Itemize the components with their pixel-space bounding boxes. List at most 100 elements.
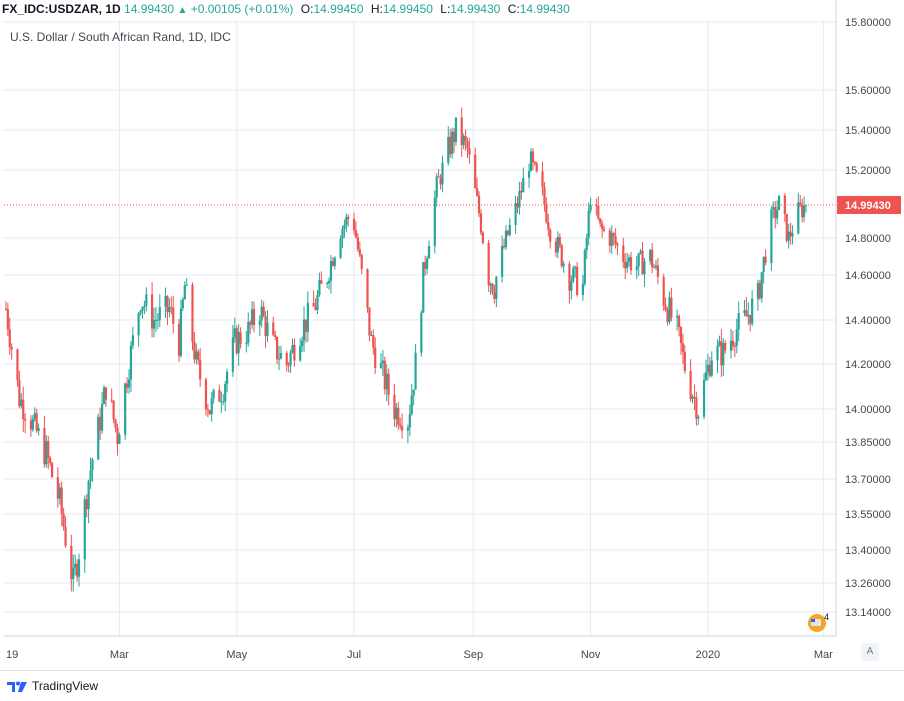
candle-body <box>589 205 592 211</box>
candle-body <box>749 314 752 324</box>
y-tick-label: 13.14000 <box>845 607 891 619</box>
candle-body <box>464 136 467 141</box>
candle-body <box>20 399 23 407</box>
x-tick-label: Mar <box>814 649 833 661</box>
candle-body <box>452 131 456 143</box>
candle-body <box>724 343 727 351</box>
candle-body <box>301 340 304 347</box>
candle-body <box>408 414 411 428</box>
candle-body <box>535 163 538 172</box>
candle-body <box>260 306 263 321</box>
candle-body <box>576 266 579 296</box>
candle-body <box>231 337 234 372</box>
candle-body <box>789 231 792 237</box>
candle-body <box>158 306 161 320</box>
autoscale-button[interactable]: A <box>861 643 879 661</box>
candle-body <box>70 545 73 580</box>
candle-body <box>245 343 248 345</box>
candle-body <box>637 253 640 267</box>
candle-body <box>791 233 794 237</box>
candle-body <box>785 214 788 241</box>
candle-body <box>225 371 229 384</box>
candle-body <box>447 136 450 163</box>
candle-body <box>476 188 479 196</box>
high-value: 14.99450 <box>382 2 433 16</box>
candle-body <box>24 419 27 421</box>
candle-body <box>235 328 238 354</box>
candle-body <box>354 230 358 238</box>
candle-body <box>18 379 21 407</box>
high-label: H: <box>370 2 383 16</box>
candle-body <box>224 383 227 402</box>
candle-body <box>626 261 629 269</box>
candle-body <box>479 213 483 233</box>
tradingview-logo[interactable]: TradingView <box>6 679 98 693</box>
candle-body <box>33 413 36 419</box>
candle-body <box>277 358 281 360</box>
candle-body <box>722 343 725 366</box>
candle-body <box>299 346 302 361</box>
candle-body <box>249 322 252 325</box>
candle-body <box>520 190 523 193</box>
candle-body <box>601 223 604 230</box>
y-tick-label: 14.60000 <box>845 270 891 282</box>
candle-body <box>318 280 321 295</box>
candle-body <box>695 397 698 419</box>
last-price-tag-label: 14.99430 <box>845 200 891 212</box>
candle-body <box>718 341 721 346</box>
candle-body <box>676 315 679 318</box>
candle-body <box>529 151 533 172</box>
candle-body <box>314 306 317 310</box>
candle-body <box>558 236 561 246</box>
candle-body <box>397 407 400 425</box>
candle-body <box>460 117 463 146</box>
candle-body <box>720 341 723 366</box>
candle-body <box>427 245 431 259</box>
y-tick-label: 14.20000 <box>845 359 891 371</box>
symbol-name[interactable]: FX_IDC:USDZAR, 1D <box>2 2 121 16</box>
y-tick-label: 14.80000 <box>845 233 891 245</box>
candle-body <box>747 314 750 317</box>
candle-body <box>437 176 440 178</box>
candle-body <box>772 207 775 210</box>
candle-body <box>83 499 86 560</box>
candle-body <box>183 285 186 300</box>
candle-body <box>802 205 806 218</box>
price-chart[interactable]: 14.99430 15.80000 15.60000 15.40000 15.2000… <box>0 0 904 670</box>
candle-body <box>581 283 585 296</box>
candle-body <box>258 320 261 326</box>
candle-body <box>731 340 735 346</box>
candle-body <box>508 225 511 235</box>
candle-body <box>112 400 115 420</box>
candle-body <box>547 222 550 230</box>
candle-body <box>137 313 140 336</box>
low-value: 14.99430 <box>450 2 501 16</box>
candle-body <box>543 187 546 205</box>
candle-body <box>131 335 134 346</box>
candle-body <box>327 280 331 284</box>
candle-body <box>683 351 686 371</box>
candle-body <box>599 218 602 224</box>
candle-body <box>435 176 438 198</box>
candle-body <box>191 284 194 342</box>
open-label: O: <box>300 2 314 16</box>
candle-body <box>466 140 469 149</box>
candle-body <box>704 372 708 380</box>
candle-body <box>745 310 748 317</box>
candle-body <box>77 559 81 577</box>
candle-body <box>239 331 242 345</box>
candle-body <box>643 261 646 275</box>
events-flag-icon[interactable]: 4 <box>804 611 830 635</box>
candle-body <box>462 136 465 146</box>
candle-body <box>58 487 61 499</box>
candle-body <box>587 210 590 238</box>
candle-body <box>449 136 452 155</box>
candle-body <box>414 352 417 390</box>
candle-body <box>64 526 67 546</box>
candle-body <box>179 308 183 356</box>
candle-body <box>506 230 509 235</box>
candle-body <box>374 347 377 368</box>
candle-body <box>185 284 188 286</box>
candle-body <box>127 379 131 388</box>
candle-body <box>426 258 429 269</box>
